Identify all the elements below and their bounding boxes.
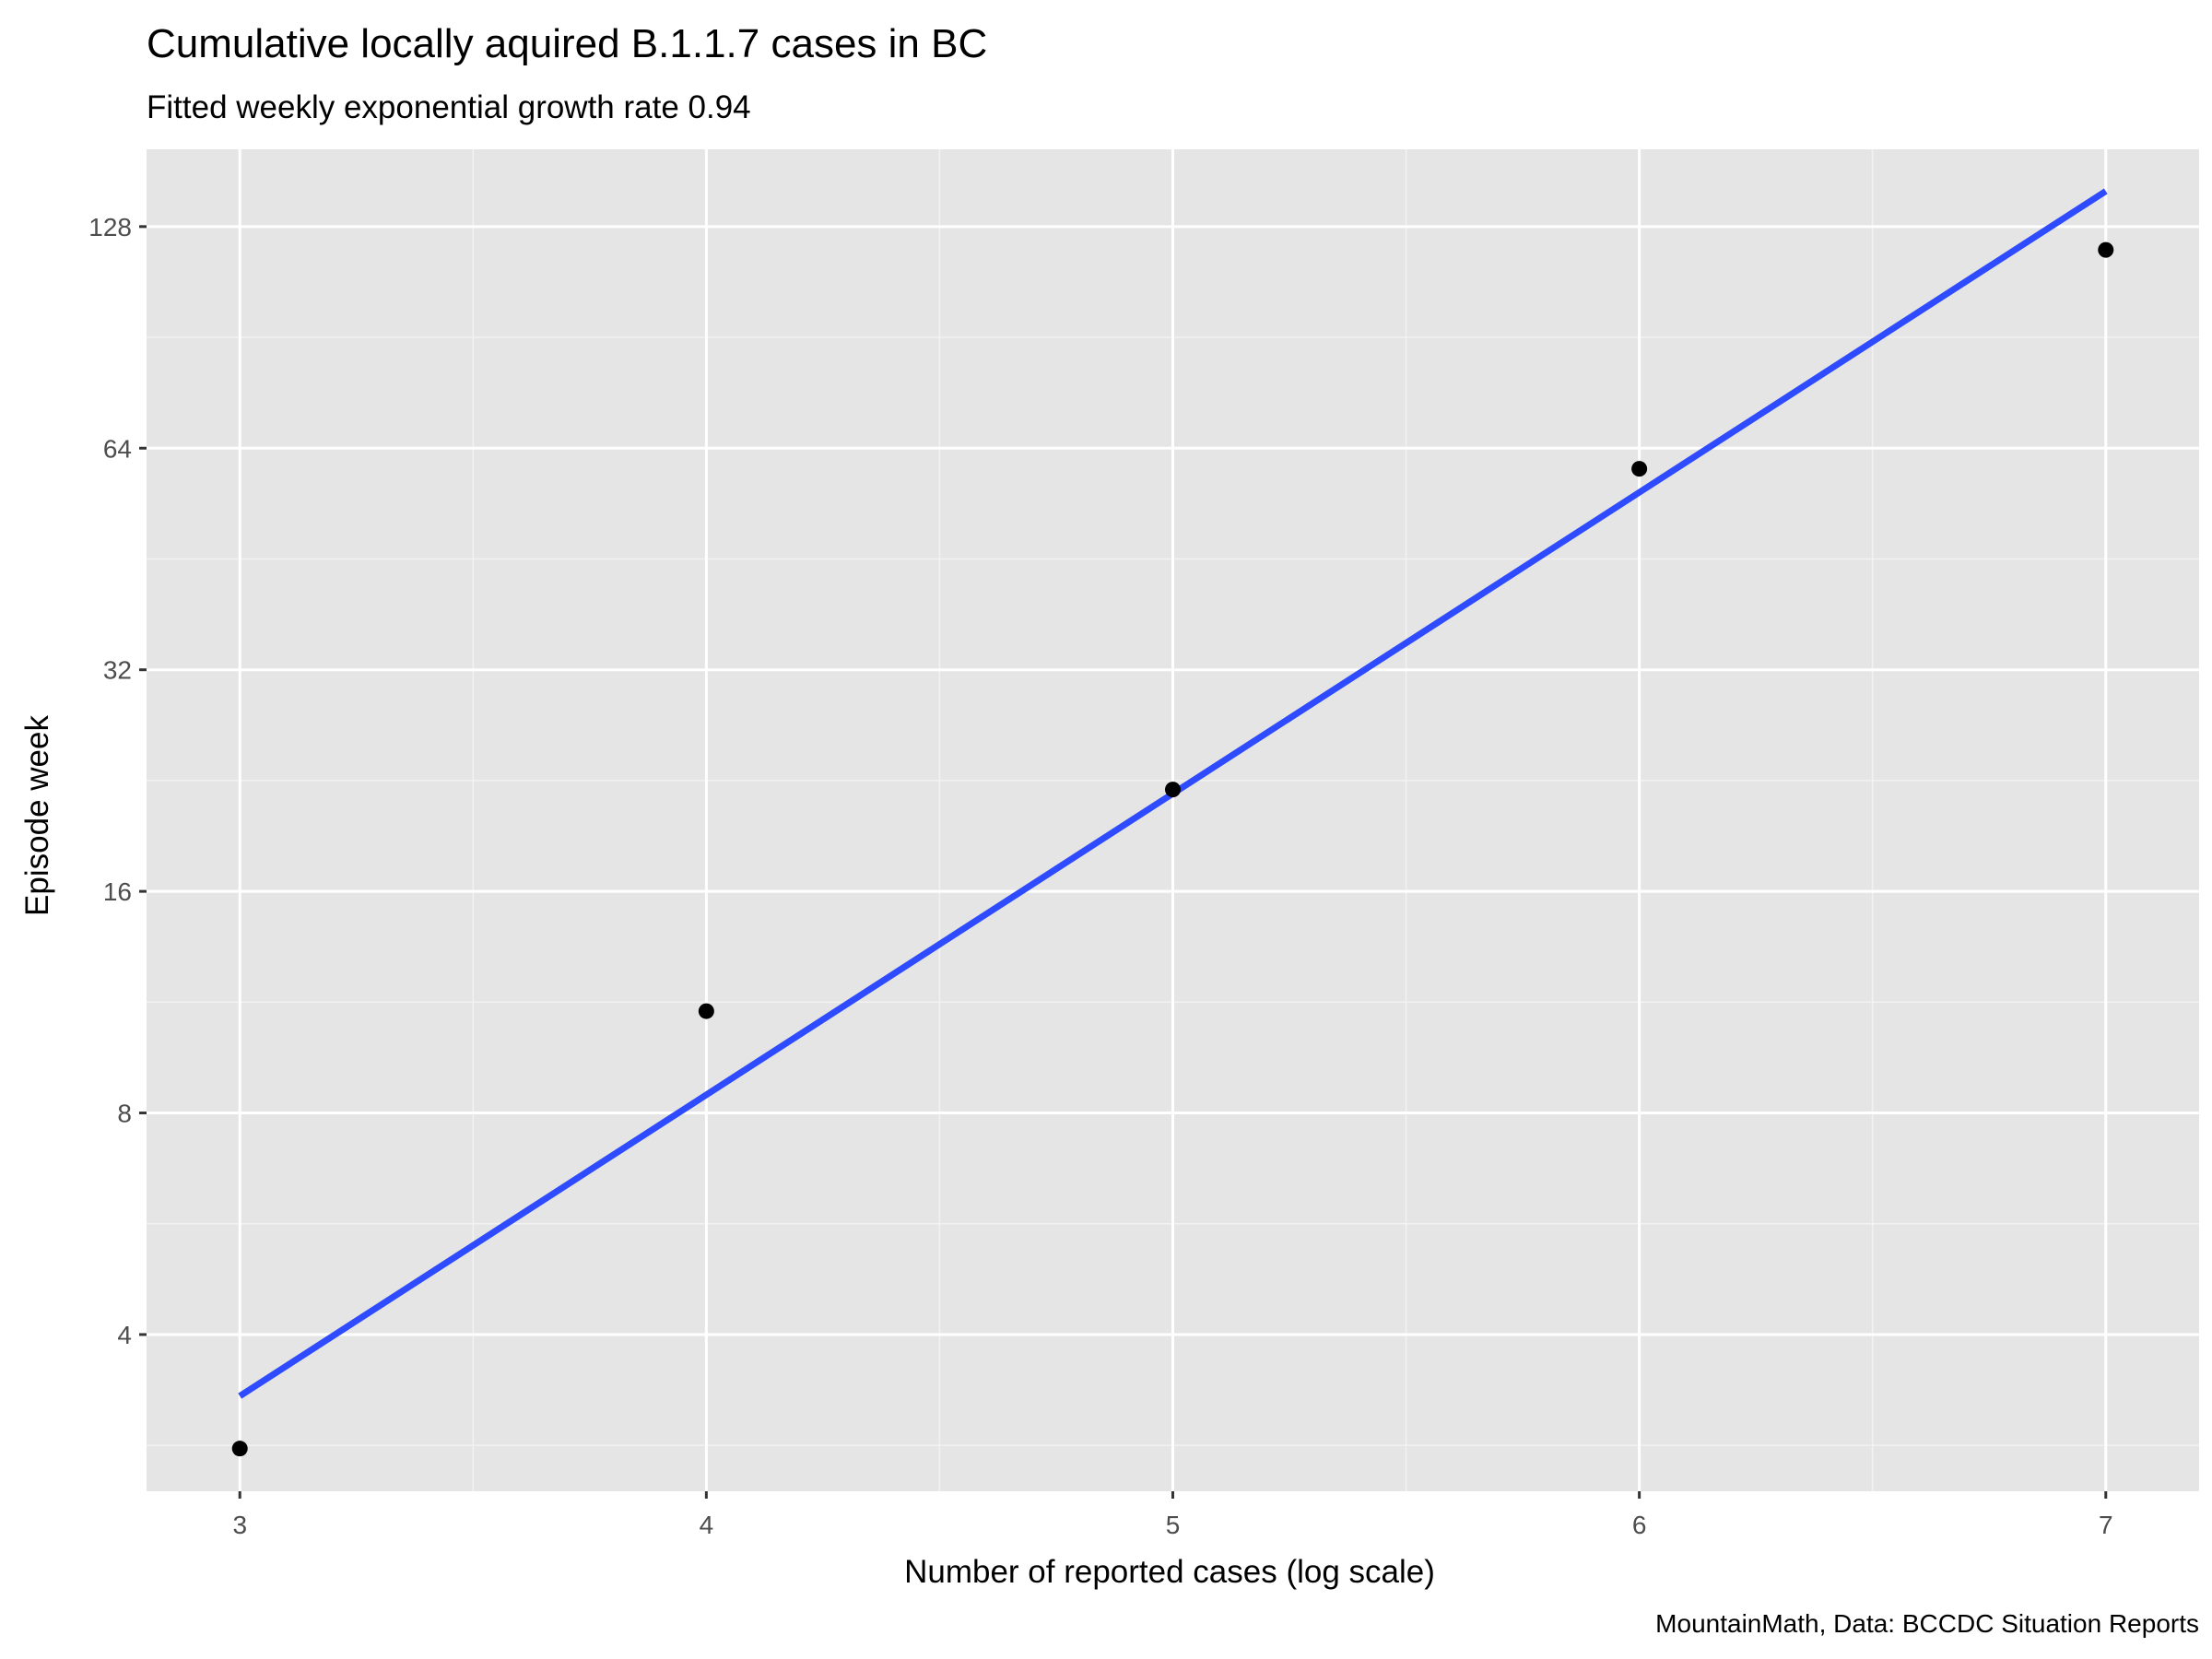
y-axis-title: Episode week (19, 715, 55, 916)
points-layer (231, 241, 2114, 1457)
x-tick-label: 7 (2099, 1511, 2113, 1539)
y-tick-label: 8 (117, 1100, 132, 1128)
chart-title: Cumulative locally aquired B.1.1.7 cases… (147, 21, 987, 66)
data-point (2098, 241, 2114, 258)
y-tick-label: 32 (103, 656, 132, 685)
x-axis-title: Number of reported cases (log scale) (904, 1554, 1435, 1590)
y-tick-label: 16 (103, 877, 132, 906)
x-tick-label: 5 (1166, 1511, 1181, 1539)
y-tick-label: 4 (117, 1321, 132, 1349)
y-axis: 4 8 16 32 64 128 (88, 213, 147, 1349)
y-tick-label: 128 (88, 213, 132, 241)
data-point (1165, 782, 1181, 798)
chart-caption: MountainMath, Data: BCCDC Situation Repo… (1655, 1609, 2199, 1638)
major-gridlines (147, 149, 2199, 1491)
x-tick-label: 4 (700, 1511, 714, 1539)
y-tick-label: 64 (103, 434, 132, 463)
data-point (231, 1441, 248, 1457)
x-tick-label: 3 (232, 1511, 247, 1539)
chart-subtitle: Fitted weekly exponential growth rate 0.… (147, 89, 751, 125)
x-axis: 3 4 5 6 7 (232, 1491, 2113, 1539)
data-point (1631, 461, 1648, 477)
data-point (698, 1003, 714, 1019)
x-tick-label: 6 (1632, 1511, 1647, 1539)
